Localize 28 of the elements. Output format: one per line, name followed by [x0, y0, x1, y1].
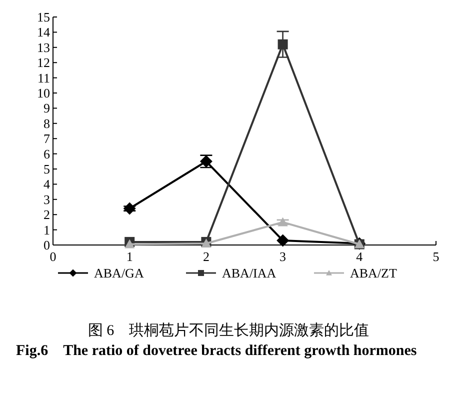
- point: [276, 234, 290, 247]
- y-tick-label: 9: [44, 100, 50, 116]
- y-tick-label: 7: [44, 131, 50, 146]
- y-tick-label: 12: [37, 55, 50, 70]
- legend-label: ABA/IAA: [222, 266, 277, 280]
- x-tick-label: 5: [432, 249, 440, 264]
- y-tick-label: 10: [37, 86, 50, 100]
- y-tick-label: 2: [44, 207, 50, 222]
- legend-label: ABA/ZT: [350, 266, 397, 280]
- y-tick-label: 1: [44, 222, 50, 238]
- y-tick-label: 13: [37, 40, 50, 55]
- legend-label: ABA/GA: [94, 266, 144, 280]
- x-tick-label: 2: [202, 249, 210, 264]
- y-tick-label: 11: [37, 70, 50, 86]
- y-tick-label: 14: [37, 24, 50, 40]
- x-tick-label: 1: [126, 249, 133, 264]
- x-tick-label: 4: [356, 249, 364, 264]
- y-tick-label: 4: [44, 176, 50, 192]
- point: [124, 239, 135, 248]
- caption: Fig.6 The ratio of dovetree bracts different growth hormones: [15, 342, 418, 361]
- x-tick-label: 3: [280, 249, 286, 264]
- y-tick-label: 3: [44, 192, 50, 207]
- caption: 图 6 珙桐苞片不同生长期内源激素的比值: [88, 322, 370, 339]
- y-tick-label: 15: [37, 10, 50, 24]
- y-tick-label: 0: [44, 238, 50, 252]
- y-tick-label: 5: [44, 162, 50, 176]
- y-tick-label: 8: [44, 116, 50, 131]
- y-tick-label: 6: [44, 146, 50, 162]
